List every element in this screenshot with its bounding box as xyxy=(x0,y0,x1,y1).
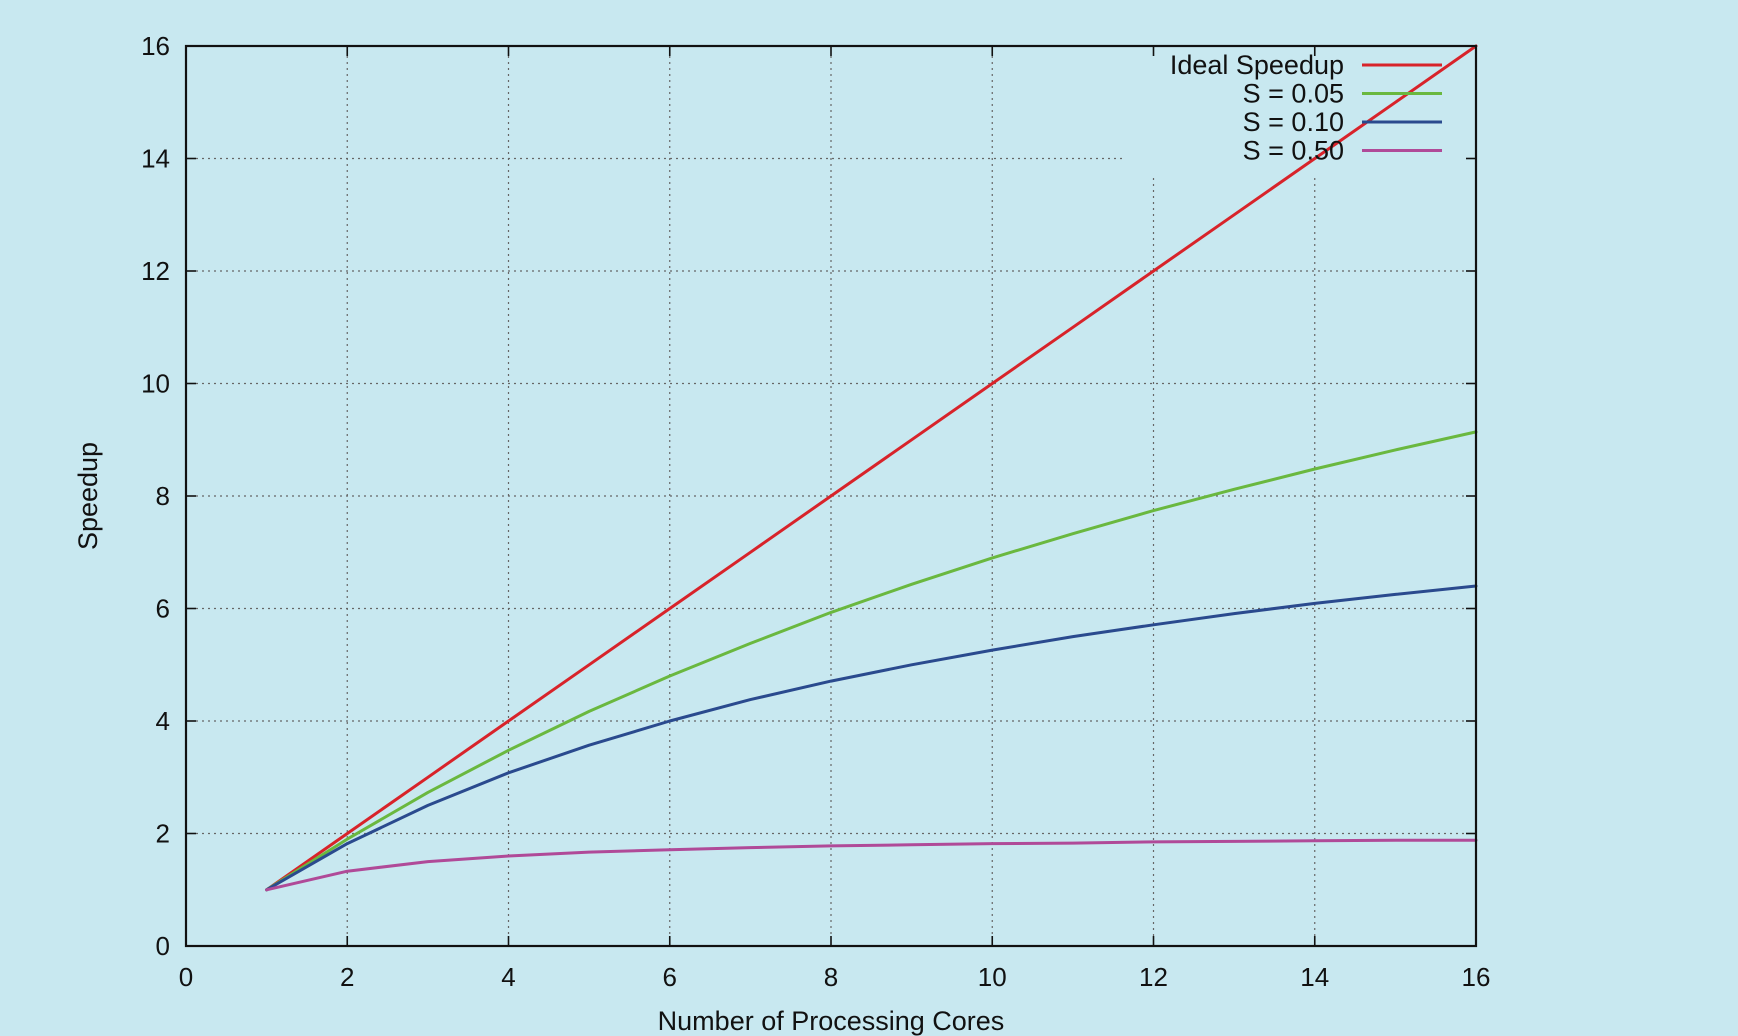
y-tick-label: 12 xyxy=(141,256,170,286)
y-tick-label: 16 xyxy=(141,31,170,61)
x-tick-label: 0 xyxy=(179,962,193,992)
series-line-1 xyxy=(265,430,1478,892)
plot-frame xyxy=(184,44,1478,948)
y-tick-label: 2 xyxy=(156,819,170,849)
y-tick-label: 6 xyxy=(156,594,170,624)
y-tick-label: 10 xyxy=(141,369,170,399)
series-line-2 xyxy=(265,584,1478,892)
x-tick-label: 14 xyxy=(1300,962,1329,992)
legend-label: S = 0.10 xyxy=(1243,107,1344,137)
series-layer xyxy=(265,44,1478,892)
legend-label: S = 0.50 xyxy=(1243,136,1344,166)
y-tick-label: 14 xyxy=(141,144,170,174)
series-line-3 xyxy=(265,838,1478,892)
x-tick-label: 10 xyxy=(978,962,1007,992)
x-tick-label: 12 xyxy=(1139,962,1168,992)
grid-layer xyxy=(196,56,1466,936)
y-tick-label: 8 xyxy=(156,481,170,511)
x-tick-label: 2 xyxy=(340,962,354,992)
y-tick-label: 0 xyxy=(156,931,170,961)
y-axis-title: Speedup xyxy=(73,442,103,550)
x-axis-title: Number of Processing Cores xyxy=(658,1006,1005,1036)
axis-layer: 0 2 4 6 8 10 12 14 16 0 2 4 6 8 10 12 14 16 xyxy=(141,31,1490,992)
series-line-0 xyxy=(265,44,1478,892)
legend-label: S = 0.05 xyxy=(1243,79,1344,109)
x-tick-label: 6 xyxy=(663,962,677,992)
x-tick-label: 16 xyxy=(1462,962,1491,992)
x-tick-label: 4 xyxy=(501,962,515,992)
y-tick-label: 4 xyxy=(156,706,170,736)
x-tick-label: 8 xyxy=(824,962,838,992)
legend-label: Ideal Speedup xyxy=(1170,50,1344,80)
